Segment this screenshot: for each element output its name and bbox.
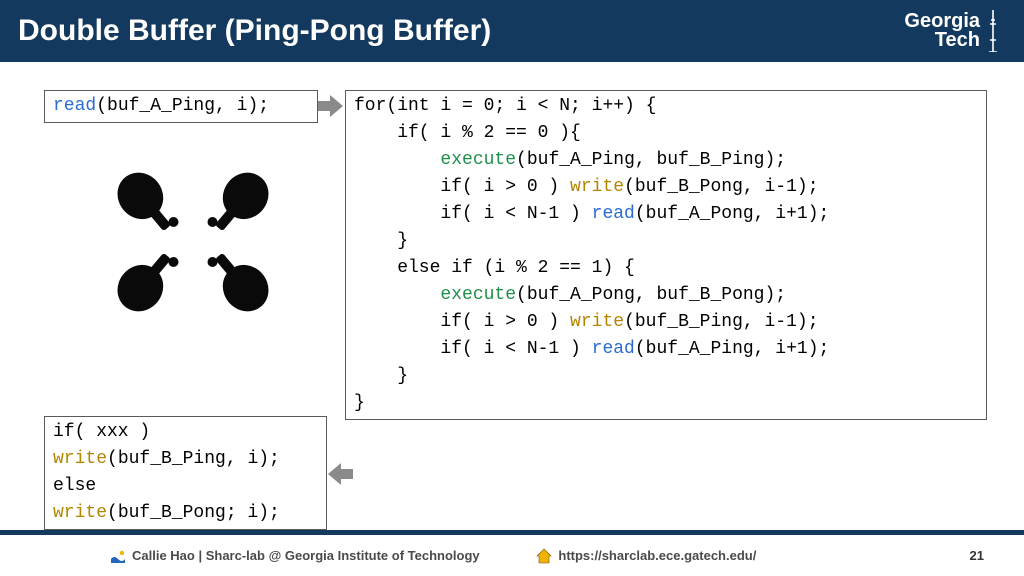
ping-pong-paddles-icon [98, 162, 288, 322]
slide-content: read(buf_A_Ping, i); if( xxx ) write(buf… [0, 62, 1024, 530]
arrow-left-icon [327, 460, 353, 488]
code-main-box: for(int i = 0; i < N; i++) { if( i % 2 =… [345, 90, 987, 420]
footer-credit: Callie Hao | Sharc-lab @ Georgia Institu… [132, 548, 480, 563]
slide-header: Double Buffer (Ping-Pong Buffer) Georgia… [0, 0, 1024, 62]
code-read-box: read(buf_A_Ping, i); [44, 90, 318, 123]
footer-url: https://sharclab.ece.gatech.edu/ [558, 548, 756, 563]
footer-credit-group: Callie Hao | Sharc-lab @ Georgia Institu… [110, 548, 536, 564]
arrow-right-icon [318, 92, 344, 120]
footer-row: Callie Hao | Sharc-lab @ Georgia Institu… [0, 535, 1024, 576]
page-number: 21 [924, 548, 984, 563]
home-icon [536, 548, 552, 564]
slide-title: Double Buffer (Ping-Pong Buffer) [18, 14, 491, 48]
logo-text: Georgia Tech [904, 12, 980, 50]
georgia-tech-logo: Georgia Tech [904, 10, 1000, 52]
tower-icon [986, 10, 1000, 52]
slide-footer: Callie Hao | Sharc-lab @ Georgia Institu… [0, 530, 1024, 576]
lab-icon [110, 548, 126, 564]
code-write-box: if( xxx ) write(buf_B_Ping, i); else wri… [44, 416, 327, 530]
footer-url-group: https://sharclab.ece.gatech.edu/ [536, 548, 924, 564]
logo-line2: Tech [904, 31, 980, 50]
